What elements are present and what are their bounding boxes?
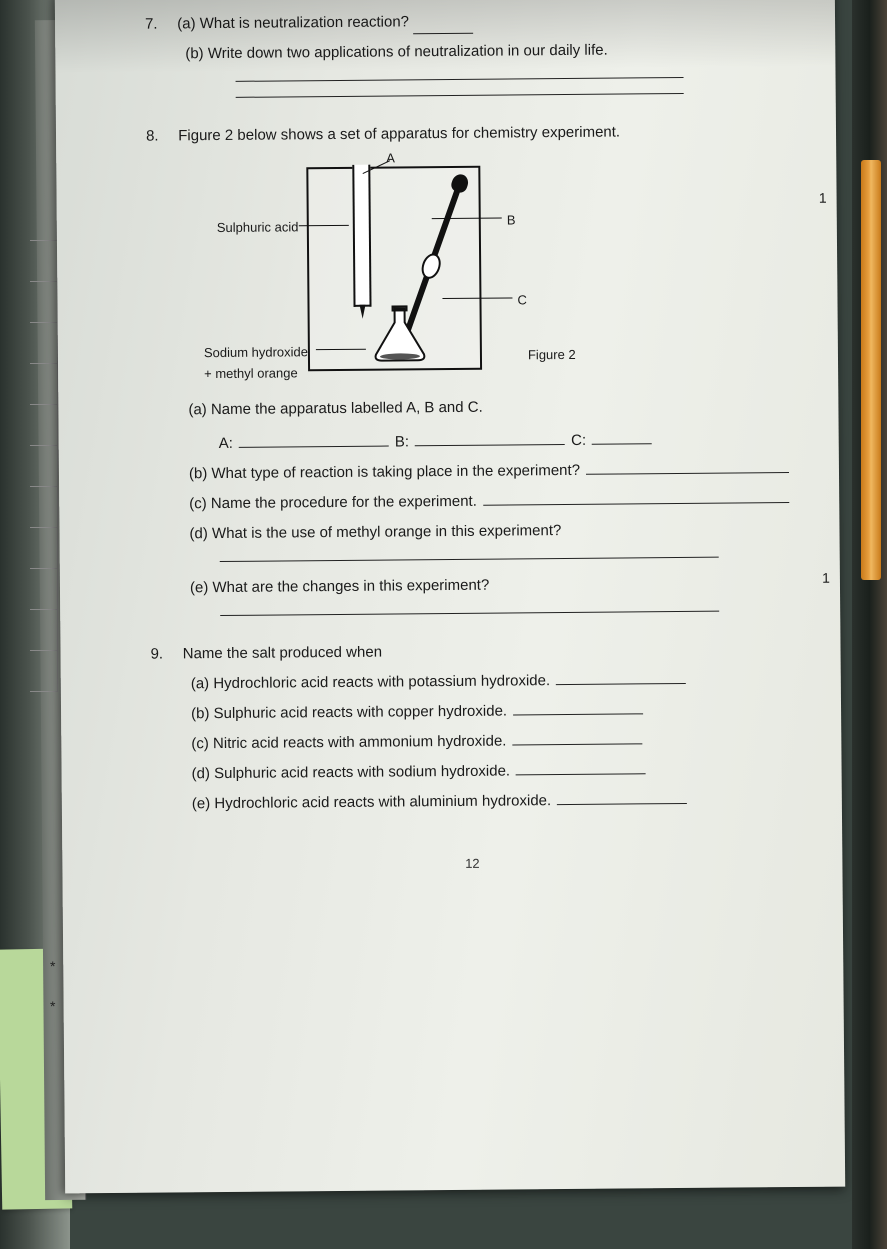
q8-c: (c) Name the procedure for the experimen… [189,487,789,516]
q8-d-text: (d) What is the use of methyl orange in … [189,522,561,542]
question-7: 7. (a) What is neutralization reaction? … [145,7,786,99]
question-8: 8. Figure 2 below shows a set of apparat… [146,119,790,617]
q8-a-text: (a) Name the apparatus labelled A, B and… [188,399,482,419]
q9-e-text: (e) Hydrochloric acid reacts with alumin… [192,789,551,816]
label-A: A [386,148,395,169]
q9-a-blank [556,668,686,685]
q7-b-text: (b) Write down two applications of neutr… [185,42,608,63]
q8-a-fields: A: B: C: [219,427,789,456]
q9-a: (a) Hydrochloric acid reacts with potass… [191,667,791,696]
label-C: C [517,290,527,311]
q9-number: 9. [150,642,178,666]
q8-b: (b) What type of reaction is taking plac… [189,457,789,486]
label-naoh: Sodium hydroxide + methyl orange [204,342,308,385]
q8-B-blank [415,429,565,446]
margin-star-1: * [50,958,55,974]
q7-a-text: (a) What is neutralization reaction? [177,13,409,32]
worksheet-page: 7. (a) What is neutralization reaction? … [55,0,845,1193]
q9-b: (b) Sulphuric acid reacts with copper hy… [191,697,791,726]
q8-b-blank [586,457,789,475]
q8-d-blank [220,556,719,562]
pipette-bulb-icon [418,251,444,282]
q9-c-text: (c) Nitric acid reacts with ammonium hyd… [191,730,506,757]
q8-d: (d) What is the use of methyl orange in … [189,517,789,546]
label-B: B [507,210,516,231]
q8-A-label: A: [219,432,233,456]
q8-c-blank [483,487,789,506]
q7-a-blank [413,18,473,35]
q8-a: (a) Name the apparatus labelled A, B and… [188,393,788,422]
q8-e-blank [220,610,719,616]
q7-number: 7. [145,12,173,36]
q9-e: (e) Hydrochloric acid reacts with alumin… [192,787,792,816]
retort-stand-frame [306,166,482,372]
conical-flask-icon [370,304,431,365]
figure-caption: Figure 2 [528,345,576,366]
q8-C-blank [592,428,652,445]
q9-d: (d) Sulphuric acid reacts with sodium hy… [191,757,791,786]
margin-star-2: * [50,998,55,1014]
q9-intro: Name the salt produced when [183,644,382,663]
q8-e: (e) What are the changes in this experim… [190,571,790,600]
q8-c-text: (c) Name the procedure for the experimen… [189,490,477,517]
q9-c: (c) Nitric acid reacts with ammonium hyd… [191,727,791,756]
q8-number: 8. [146,124,174,148]
burette-icon [352,165,371,307]
figure-2: A Sulphuric acid B C Sodium hydroxide + … [226,154,628,387]
margin-mark-2: 1 [822,567,830,589]
margin-mark-1: 1 [819,187,827,209]
underpage-ruled-lines [30,200,58,692]
q8-b-text: (b) What type of reaction is taking plac… [189,459,580,486]
q8-B-label: B: [395,430,409,454]
q8-C-label: C: [571,429,586,453]
q9-b-blank [513,698,643,715]
q9-b-text: (b) Sulphuric acid reacts with copper hy… [191,700,507,727]
q7-blank-1 [236,76,684,82]
q9-d-text: (d) Sulphuric acid reacts with sodium hy… [191,759,510,786]
label-sulphuric: Sulphuric acid [217,217,299,239]
q9-c-blank [512,728,642,745]
pencil [861,160,881,580]
question-9: 9. Name the salt produced when (a) Hydro… [150,637,791,817]
photo-viewport: 7. (a) What is neutralization reaction? … [0,0,887,1249]
q9-e-blank [557,788,687,805]
q8-intro: Figure 2 below shows a set of apparatus … [178,123,620,144]
q9-d-blank [516,758,646,775]
q8-A-blank [239,431,389,448]
q8-e-text: (e) What are the changes in this experim… [190,577,489,597]
page-number: 12 [152,851,792,877]
q9-a-text: (a) Hydrochloric acid reacts with potass… [191,669,551,696]
q7-b: (b) Write down two applications of neutr… [185,37,785,66]
q7-blank-2 [236,92,684,98]
